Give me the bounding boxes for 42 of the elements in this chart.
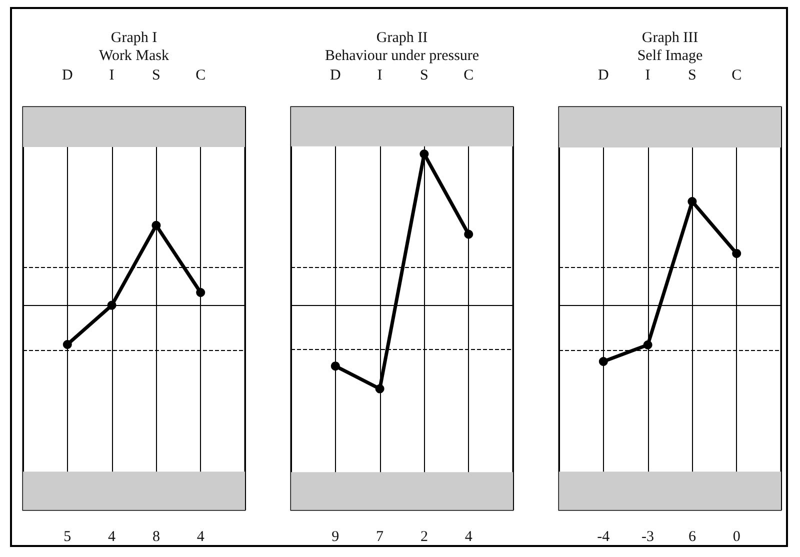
text: 9 <box>332 529 340 545</box>
x-tick-label: C <box>196 68 206 84</box>
x-tick-label: S <box>420 68 428 84</box>
x-tick-label: S <box>152 68 160 84</box>
point <box>107 300 116 310</box>
point <box>152 220 161 230</box>
text: 2 <box>420 529 428 545</box>
point <box>688 197 697 206</box>
x-tick-label: S <box>688 68 696 84</box>
point <box>375 384 384 394</box>
point <box>643 340 652 350</box>
text: 0 <box>732 529 740 545</box>
text: 4 <box>464 529 473 545</box>
point <box>62 340 72 349</box>
point <box>330 362 340 371</box>
point <box>732 248 742 258</box>
chart-title: Graph II <box>376 30 428 46</box>
x-tick-label: I <box>377 68 382 84</box>
point <box>196 288 206 298</box>
point <box>420 149 429 158</box>
text: -3 <box>642 529 654 545</box>
chart-subtitle: Self Image <box>637 48 704 64</box>
text: 5 <box>64 529 72 545</box>
x-tick-label: C <box>732 68 742 84</box>
x-tick-label: I <box>645 68 650 84</box>
chart-title: Graph III <box>642 30 698 46</box>
x-tick-label: D <box>598 68 609 84</box>
x-tick-label: I <box>109 68 114 84</box>
text: 6 <box>688 529 696 545</box>
point <box>464 230 474 239</box>
chart-subtitle: Work Mask <box>98 48 170 64</box>
x-tick-label: D <box>330 68 341 84</box>
text: 8 <box>152 529 160 545</box>
text: 4 <box>108 529 116 545</box>
chart-title: Graph I <box>110 30 158 46</box>
point <box>598 356 608 366</box>
x-tick-label: C <box>464 68 474 84</box>
chart-subtitle: Behaviour under pressure <box>324 48 480 64</box>
text: 4 <box>196 529 205 545</box>
text: 7 <box>376 529 384 545</box>
x-tick-label: D <box>62 68 73 84</box>
text: -4 <box>597 529 610 545</box>
